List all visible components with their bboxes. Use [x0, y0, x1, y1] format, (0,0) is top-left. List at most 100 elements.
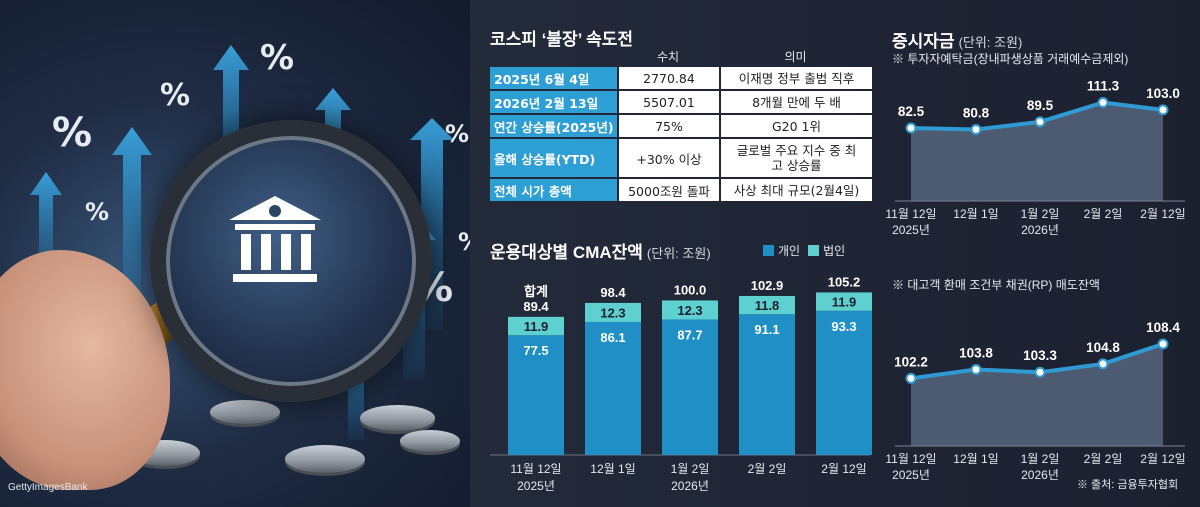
- bar-individual: [739, 314, 795, 455]
- table-row: 2026년 2월 13일 5507.01 8개월 만에 두 배: [490, 91, 872, 113]
- bar-individual: [662, 319, 718, 455]
- row-label: 연간 상승률(2025년): [490, 115, 617, 137]
- data-label: 103.0: [1146, 86, 1180, 101]
- percent-icon: %: [445, 120, 470, 148]
- data-label: 104.8: [1086, 340, 1120, 355]
- data-point: [1157, 104, 1169, 116]
- cma-chart-title: 운용대상별 CMA잔액: [490, 243, 643, 262]
- data-label: 103.3: [1023, 348, 1057, 363]
- cma-chart-title-block: 운용대상별 CMA잔액 (단위: 조원): [490, 238, 711, 263]
- x-tick-year: 2026년: [1021, 468, 1059, 482]
- data-label: 82.5: [898, 104, 925, 119]
- bar-corporate: [816, 292, 872, 311]
- data-point: [1157, 338, 1169, 350]
- x-tick-label: 2월 2일: [748, 462, 787, 476]
- x-tick-year: 2025년: [892, 468, 930, 482]
- bar-corporate: [662, 300, 718, 320]
- data-label-corporate: 12.3: [600, 305, 625, 320]
- bar-corporate: [508, 316, 564, 336]
- x-tick-label: 2월 2일: [1084, 207, 1123, 221]
- row-label: 2025년 6월 4일: [490, 67, 617, 89]
- bar-individual: [585, 321, 641, 455]
- row-label: 전체 시가 총액: [490, 179, 617, 201]
- funds-chart-title: 증시자금: [892, 32, 955, 51]
- data-point: [1034, 116, 1046, 128]
- percent-icon: %: [260, 38, 295, 78]
- row-value: +30% 이상: [619, 139, 719, 177]
- photo-credit: GettyImagesBank: [8, 482, 88, 493]
- row-meaning: 사상 최대 규모(2월4일): [721, 179, 872, 201]
- column-header-meaning: 의미: [784, 50, 807, 64]
- funds-chart-title-block: 증시자금 (단위: 조원): [892, 27, 1022, 52]
- data-point: [1034, 366, 1046, 378]
- x-tick-label: 2월 2일: [1084, 452, 1123, 466]
- data-label-total: 105.2: [828, 274, 861, 289]
- x-tick-label: 12월 1일: [590, 462, 635, 476]
- rp-chart-subtitle: ※ 대고객 환매 조건부 채권(RP) 매도잔액: [892, 278, 1100, 292]
- bar-individual: [816, 310, 872, 455]
- funds-chart-unit: (단위: 조원): [958, 35, 1023, 50]
- row-label: 2026년 2월 13일: [490, 91, 617, 113]
- cma-legend: 개인 법인: [763, 242, 845, 259]
- data-label-corporate: 11.9: [832, 295, 857, 310]
- legend-swatch: [763, 245, 774, 256]
- coin-stack: [210, 400, 280, 424]
- x-tick-label: 12월 1일: [953, 207, 998, 221]
- data-label-total: 89.4: [523, 299, 549, 314]
- row-meaning: 8개월 만에 두 배: [721, 91, 872, 113]
- row-value: 5000조원 돌파: [619, 179, 719, 201]
- data-point: [1097, 358, 1109, 370]
- source-note: ※ 출처: 금융투자협회: [1077, 479, 1179, 491]
- row-value: 5507.01: [619, 91, 719, 113]
- x-tick-label: 12월 1일: [953, 452, 998, 466]
- data-point: [905, 122, 917, 134]
- row-label: 올해 상승률(YTD): [490, 139, 617, 177]
- data-label-individual: 93.3: [831, 319, 856, 334]
- data-label-individual: 77.5: [523, 343, 548, 358]
- data-label-individual: 91.1: [754, 322, 779, 337]
- row-value: 75%: [619, 115, 719, 137]
- cma-chart-unit: (단위: 조원): [646, 246, 711, 261]
- percent-icon: %: [458, 228, 470, 256]
- coin-stack: [285, 445, 365, 473]
- x-tick-label: 1월 2일: [1021, 207, 1060, 221]
- data-label: 89.5: [1027, 98, 1054, 113]
- legend-item-individual: 개인: [763, 242, 800, 259]
- legend-label: 개인: [778, 244, 801, 258]
- x-tick-label: 2월 12일: [821, 462, 866, 476]
- x-tick-label: 1월 2일: [1021, 452, 1060, 466]
- data-label: 103.8: [959, 345, 993, 360]
- row-meaning: 글로벌 주요 지수 중 최고 상승률: [721, 139, 872, 177]
- data-label-total: 102.9: [751, 278, 784, 293]
- kospi-table-title: 코스피 ‘불장’ 속도전: [490, 30, 634, 49]
- cma-bar-chart: 11.9 77.5 89.4합계 11월 12일 2025년 12.3 86.1 98.4 12…: [490, 274, 872, 493]
- x-tick-year: 2026년: [671, 479, 709, 493]
- x-tick-label: 1월 2일: [671, 462, 710, 476]
- table-header: 수치 의미: [490, 48, 872, 67]
- area-fill: [911, 102, 1163, 201]
- funds-area-chart: 82.5 11월 12일 2025년 80.8 12월 1일 89.5 1월 2일 2026년…: [885, 79, 1185, 237]
- x-tick-year: 2025년: [517, 479, 555, 493]
- legend-item-corporate: 법인: [808, 242, 845, 259]
- x-tick-label: 2월 12일: [1140, 207, 1185, 221]
- coin-stack: [400, 430, 460, 452]
- bar-corporate: [585, 302, 641, 322]
- kospi-table: 수치 의미 2025년 6월 4일 2770.84 이재명 정부 출범 직후 2…: [490, 48, 872, 203]
- rp-area-chart: 102.2 11월 12일 2025년 103.8 12월 1일 103.3 1월 2일 20…: [885, 320, 1185, 482]
- data-label-total: 98.4: [600, 285, 626, 300]
- data-point: [970, 124, 982, 136]
- percent-icon: %: [160, 78, 191, 113]
- photo-panel: % % % % % % % GettyImagesBank: [0, 0, 470, 507]
- data-label-corporate: 11.8: [755, 298, 780, 313]
- data-label-corporate: 11.9: [524, 319, 549, 334]
- table-row: 연간 상승률(2025년) 75% G20 1위: [490, 115, 872, 137]
- data-label: 80.8: [963, 106, 990, 121]
- x-tick-label: 2월 12일: [1140, 452, 1185, 466]
- legend-label: 법인: [823, 244, 846, 258]
- bar-individual: [508, 335, 564, 455]
- table-row: 전체 시가 총액 5000조원 돌파 사상 최대 규모(2월4일): [490, 179, 872, 201]
- data-point: [1097, 97, 1109, 109]
- total-caption: 합계: [524, 284, 548, 299]
- area-fill: [911, 343, 1163, 446]
- row-meaning: 이재명 정부 출범 직후: [721, 67, 872, 89]
